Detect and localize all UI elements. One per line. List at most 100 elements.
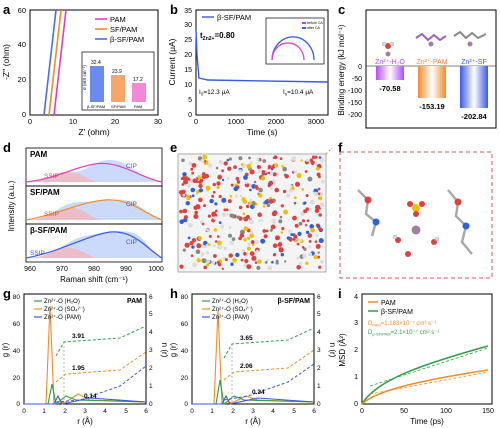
svg-text:PAM: PAM xyxy=(134,104,142,109)
md-atom xyxy=(229,240,235,245)
md-atom xyxy=(271,260,274,264)
md-atom xyxy=(232,258,237,263)
panel-d-ylabel: Intensity (a.u.) xyxy=(7,180,16,231)
md-atom xyxy=(315,244,321,249)
md-atom xyxy=(246,236,251,240)
md-atom xyxy=(274,187,279,193)
md-atom xyxy=(233,165,237,169)
md-atom xyxy=(320,259,324,264)
md-atom xyxy=(206,228,209,232)
md-atom xyxy=(205,259,210,264)
md-atom xyxy=(236,215,240,219)
md-atom xyxy=(308,245,311,248)
md-atom xyxy=(255,249,259,254)
svg-text:2: 2 xyxy=(354,347,358,354)
md-atom xyxy=(238,205,243,210)
md-atom xyxy=(240,163,244,166)
panel-d-xlabel: Raman shift (cm⁻¹) xyxy=(60,275,128,284)
md-atom xyxy=(275,261,279,265)
line-bsf-pam xyxy=(43,9,57,116)
svg-text:CIP: CIP xyxy=(126,239,137,246)
md-atom xyxy=(187,236,191,240)
md-atom xyxy=(296,265,301,270)
md-atom xyxy=(230,213,235,219)
value-zn-pam: -153.19 xyxy=(419,102,444,111)
md-atom xyxy=(236,180,241,184)
md-atom xyxy=(186,194,190,199)
md-atom xyxy=(228,226,232,229)
md-atom xyxy=(271,218,277,224)
md-atom xyxy=(296,256,300,260)
md-atom xyxy=(301,246,305,249)
panel-i-xlabel: Time (ps) xyxy=(410,417,444,426)
md-atom xyxy=(181,183,185,186)
svg-text:0.34: 0.34 xyxy=(252,389,265,396)
md-atom xyxy=(211,194,215,198)
label-zn-pam: Zn²⁺-PAM xyxy=(416,59,447,66)
md-atom xyxy=(258,219,262,222)
md-atom xyxy=(246,246,251,251)
svg-text:Zn²⁺-O (H₂O): Zn²⁺-O (H₂O) xyxy=(44,298,80,305)
md-atom xyxy=(199,178,204,183)
svg-text:before CA: before CA xyxy=(307,21,323,25)
md-atom xyxy=(181,158,185,163)
svg-text:50: 50 xyxy=(400,408,408,415)
svg-text:80: 80 xyxy=(181,294,189,301)
svg-text:after CA: after CA xyxy=(307,26,321,30)
md-atom xyxy=(199,173,203,177)
md-atom xyxy=(224,258,228,262)
svg-text:SSIP: SSIP xyxy=(44,211,59,218)
md-atom xyxy=(217,240,222,246)
svg-text:-100: -100 xyxy=(348,88,362,95)
svg-text:0: 0 xyxy=(149,401,153,408)
md-atom xyxy=(230,262,234,266)
md-atom xyxy=(284,174,289,179)
svg-text:100: 100 xyxy=(440,408,452,415)
md-atom xyxy=(266,203,271,208)
md-atom xyxy=(316,224,321,229)
md-atom xyxy=(292,238,296,241)
panel-i-ylabel: MSD (Å²) xyxy=(338,333,347,367)
md-atom xyxy=(216,185,220,189)
md-atom xyxy=(258,187,263,193)
legend-pam: PAM xyxy=(110,15,126,24)
md-atom xyxy=(260,176,266,181)
svg-text:1: 1 xyxy=(317,383,321,390)
md-atom xyxy=(189,173,193,177)
legend-bsf-pam: β-SF/PAM xyxy=(110,35,144,44)
md-atom xyxy=(279,157,283,160)
md-atom xyxy=(245,204,250,209)
svg-text:5: 5 xyxy=(188,97,192,104)
svg-text:PAM: PAM xyxy=(30,150,48,159)
svg-text:n (r): n (r) xyxy=(160,343,168,358)
md-atom xyxy=(190,167,194,171)
md-molecule-cloud xyxy=(178,154,325,271)
md-atom xyxy=(208,234,212,238)
md-atom xyxy=(182,208,188,214)
svg-text:β-SF/PAM: β-SF/PAM xyxy=(87,104,105,109)
md-atom xyxy=(231,237,236,241)
md-atom xyxy=(251,240,255,244)
svg-text:0: 0 xyxy=(22,110,26,119)
md-atom xyxy=(221,197,227,203)
md-atom xyxy=(216,181,221,186)
md-atom xyxy=(253,180,257,184)
md-atom xyxy=(264,261,268,264)
md-atom xyxy=(207,163,213,168)
svg-text:20: 20 xyxy=(18,75,26,84)
md-atom xyxy=(277,242,283,247)
label-zn-sf: Zn²⁺-SF xyxy=(461,59,486,66)
md-atom xyxy=(280,204,284,208)
md-atom xyxy=(251,255,257,261)
md-atom xyxy=(275,235,280,241)
svg-text:1: 1 xyxy=(42,408,46,415)
svg-text:80: 80 xyxy=(13,294,21,301)
md-atom xyxy=(228,157,232,161)
md-atom xyxy=(211,261,215,265)
svg-text:3.65: 3.65 xyxy=(240,335,253,342)
md-atom xyxy=(297,231,302,236)
md-atom xyxy=(250,230,254,234)
md-atom xyxy=(304,223,308,227)
md-atom xyxy=(283,209,289,215)
svg-text:6: 6 xyxy=(312,408,316,415)
